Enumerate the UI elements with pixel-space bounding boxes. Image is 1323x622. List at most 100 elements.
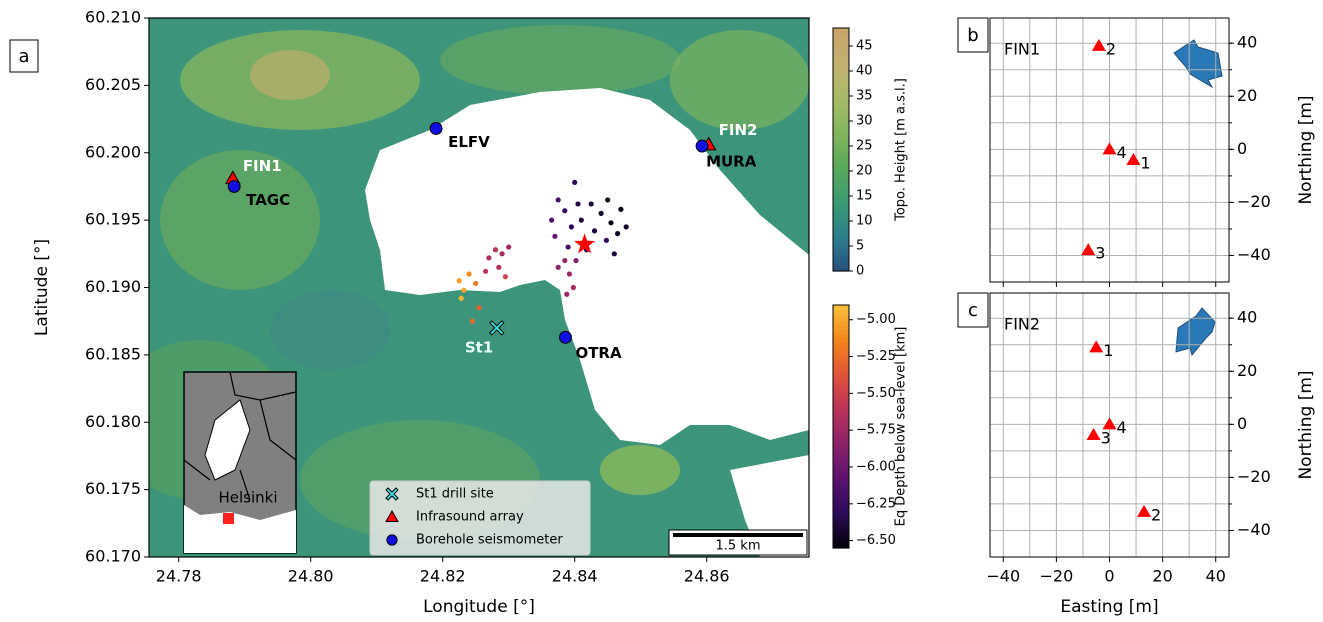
earthquake: [611, 251, 617, 257]
colorbar-cell: [833, 475, 849, 480]
colorbar-cell: [833, 250, 849, 256]
colorbar-cell: [833, 471, 849, 476]
sensor-marker: [1086, 427, 1101, 440]
colorbar-cell: [833, 210, 849, 215]
colorbar-tick-label: −5.50: [856, 386, 896, 401]
colorbar-cell: [833, 113, 849, 118]
earthquake: [483, 268, 489, 274]
colorbar-tick-label: 0: [856, 264, 864, 279]
colorbar-cell: [833, 523, 849, 529]
colorbar-cell: [833, 238, 849, 244]
colorbar-cell: [833, 52, 849, 57]
colorbar-cell: [833, 92, 849, 98]
scale-bar: 1.5 km: [668, 529, 808, 556]
y-tick-label: 60.175: [85, 479, 141, 498]
colorbar-cell: [833, 194, 849, 199]
colorbar-cell: [833, 84, 849, 90]
sensor-marker: [1091, 38, 1106, 51]
colorbar-cell: [833, 535, 849, 541]
legend-marker: [385, 509, 399, 522]
station-label: ELFV: [448, 133, 490, 151]
x-tick-label: 20: [1152, 567, 1172, 586]
colorbar-cell: [833, 56, 849, 61]
earthquake: [565, 244, 571, 250]
y-axis-label: Northing [m]: [1296, 95, 1316, 204]
colorbar-cell: [833, 369, 849, 375]
colorbar-cell: [833, 226, 849, 232]
colorbar-cell: [833, 361, 849, 367]
colorbar-cell: [833, 309, 849, 314]
colorbar-cell: [833, 317, 849, 322]
colorbar-cell: [833, 32, 849, 37]
colorbar-tick-label: 20: [856, 164, 873, 179]
panel-label: a: [18, 46, 29, 67]
colorbar-cell: [833, 543, 849, 549]
colorbar-cell: [833, 198, 849, 203]
earthquake: [562, 257, 568, 264]
colorbar-tick-label: −6.50: [856, 533, 896, 548]
y-tick-label: −40: [1237, 245, 1271, 264]
colorbar-cell: [833, 161, 849, 167]
colorbar-cell: [833, 507, 849, 513]
colorbar-cell: [833, 467, 849, 472]
colorbar-cell: [833, 305, 849, 310]
station-marker: [559, 330, 572, 344]
colorbar-tick-label: −6.00: [856, 460, 896, 475]
colorbar-cell: [833, 121, 849, 126]
colorbar-cell: [833, 454, 849, 460]
earthquake: [598, 210, 604, 216]
colorbar-cell: [833, 254, 849, 260]
y-tick-label: −20: [1237, 192, 1271, 211]
y-axis-label: Latitude [°]: [32, 239, 52, 336]
earthquake: [573, 257, 579, 264]
colorbar-cell: [833, 313, 849, 318]
colorbar-cell: [833, 190, 849, 195]
earthquake: [588, 201, 594, 207]
earthquake: [568, 224, 575, 230]
colorbar-tick-label: 45: [856, 39, 873, 54]
colorbar-cell: [833, 531, 849, 537]
colorbar-cell: [833, 406, 849, 411]
y-tick-label: 60.210: [85, 8, 141, 27]
colorbar-cell: [833, 487, 849, 492]
colorbar-cell: [833, 230, 849, 236]
sensor-label: 4: [1117, 418, 1127, 437]
station-label: TAGC: [246, 191, 290, 209]
x-tick-label: −40: [986, 567, 1020, 586]
legend-label: Borehole seismometer: [416, 533, 563, 548]
y-tick-label: 60.190: [85, 277, 141, 296]
colorbar-cell: [833, 185, 849, 191]
y-tick-label: 60.205: [85, 75, 141, 94]
colorbar-cell: [833, 402, 849, 407]
earthquake: [615, 231, 621, 237]
sensor-label: 1: [1103, 341, 1113, 360]
y-tick-label: 40: [1237, 308, 1257, 327]
colorbar-cell: [833, 125, 849, 130]
colorbar-cell: [833, 169, 849, 175]
colorbar-cell: [833, 511, 849, 517]
colorbar-cell: [833, 96, 849, 102]
colorbar-cell: [833, 88, 849, 94]
sensor-label: 3: [1095, 244, 1105, 263]
y-axis-label: Northing [m]: [1296, 370, 1316, 479]
y-tick-label: −20: [1237, 467, 1271, 486]
colorbar-tick-label: 30: [856, 114, 873, 129]
sensor-marker: [1081, 243, 1096, 256]
earthquake: [552, 233, 558, 239]
earthquake: [575, 201, 581, 207]
colorbar-cell: [833, 173, 849, 179]
colorbar-cell: [833, 153, 849, 159]
colorbar-tick-label: 5: [856, 239, 864, 254]
colorbar-cell: [833, 44, 849, 49]
colorbar-cell: [833, 258, 849, 264]
earthquake: [605, 197, 611, 203]
colorbar-cell: [833, 68, 849, 74]
colorbar-cell: [833, 410, 849, 415]
colorbar-cell: [833, 333, 849, 338]
colorbar-cell: [833, 341, 849, 347]
earthquake: [555, 264, 561, 270]
colorbar-cell: [833, 418, 849, 424]
colorbar-cell: [833, 104, 849, 110]
earthquake: [456, 278, 462, 284]
